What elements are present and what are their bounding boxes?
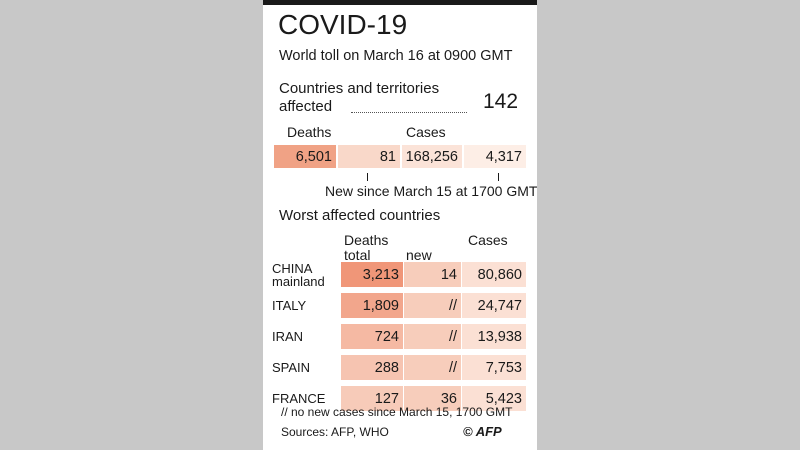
deaths-label: Deaths	[287, 124, 332, 140]
new-cases-tick	[498, 173, 499, 181]
country-label: IRAN	[272, 329, 304, 344]
deaths-total-cell: 288	[341, 355, 403, 380]
page-title: COVID-19	[278, 9, 408, 40]
new-deaths-cell: 81	[338, 145, 400, 168]
col-cases-label: Cases	[468, 232, 508, 248]
new-deaths-tick	[367, 173, 368, 181]
new-deaths-cell: 14	[404, 262, 461, 287]
infographic-card: COVID-19 World toll on March 16 at 0900 …	[263, 0, 537, 450]
subtitle: World toll on March 16 at 0900 GMT	[279, 48, 513, 64]
sources: Sources: AFP, WHO	[281, 425, 389, 439]
cases-cell: 13,938	[462, 324, 526, 349]
cases-cell: 24,747	[462, 293, 526, 318]
country-label: FRANCE	[272, 391, 326, 406]
affected-value: 142	[483, 90, 519, 113]
deaths-total-cell: 724	[341, 324, 403, 349]
new-deaths-cell: 36	[404, 386, 461, 411]
cases-cell: 5,423	[462, 386, 526, 411]
dotted-leader	[351, 112, 467, 113]
afp-logo: © AFP	[463, 424, 502, 439]
affected-label-line2: affected	[279, 98, 333, 115]
new-deaths-cell: //	[404, 324, 461, 349]
col-new-label: new	[406, 247, 432, 263]
country-label: CHINA mainland	[272, 261, 325, 289]
col-deaths-total-label: total	[344, 247, 371, 263]
worst-heading: Worst affected countries	[279, 207, 441, 224]
deaths-total-cell: 3,213	[341, 262, 403, 287]
new-since-label: New since March 15 at 1700 GMT	[325, 183, 537, 199]
new-deaths-cell: //	[404, 355, 461, 380]
cases-cell: 80,860	[462, 262, 526, 287]
new-deaths-cell: //	[404, 293, 461, 318]
deaths-total-cell: 127	[341, 386, 403, 411]
cases-label: Cases	[406, 124, 446, 140]
cases-cell: 7,753	[462, 355, 526, 380]
total-cases-cell: 168,256	[402, 145, 462, 168]
total-deaths-cell: 6,501	[274, 145, 336, 168]
footnote: // no new cases since March 15, 1700 GMT	[281, 405, 513, 419]
new-cases-cell: 4,317	[464, 145, 526, 168]
top-rule	[263, 0, 537, 5]
country-label: ITALY	[272, 298, 307, 313]
country-label: SPAIN	[272, 360, 311, 375]
affected-label-line1: Countries and territories	[279, 80, 440, 97]
deaths-total-cell: 1,809	[341, 293, 403, 318]
col-deaths-label: Deaths	[344, 232, 389, 248]
